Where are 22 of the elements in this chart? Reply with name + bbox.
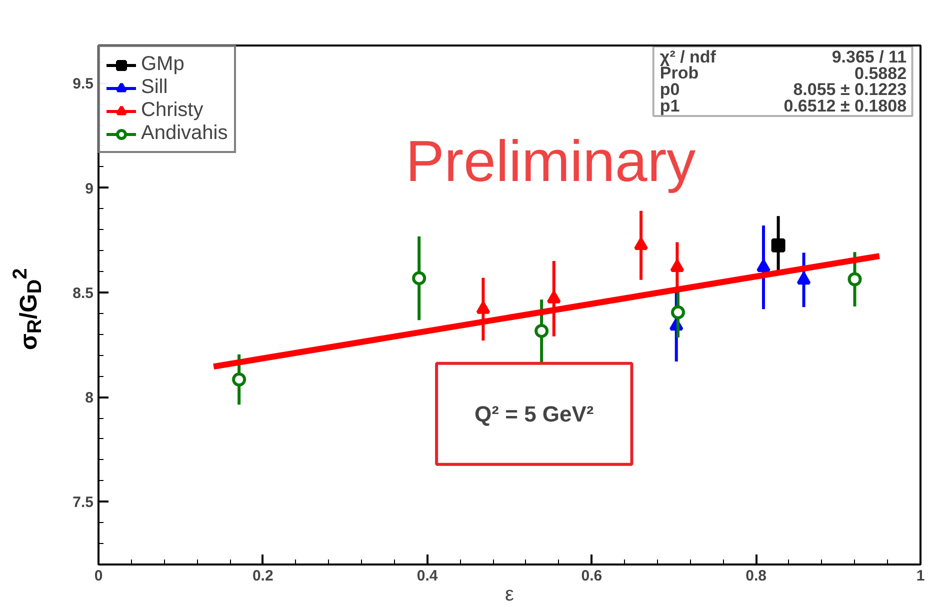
x-tick-label: 0.8 bbox=[746, 568, 767, 584]
y-tick-label: 8 bbox=[85, 390, 94, 407]
y-tick-label: 9.5 bbox=[72, 76, 94, 93]
annotation: 9.365 / 11 bbox=[832, 47, 907, 66]
annotation: Preliminary bbox=[406, 129, 696, 194]
x-tick-label: 0.4 bbox=[416, 568, 438, 584]
legend-label: Andivahis bbox=[141, 122, 228, 145]
legend-label: Sill bbox=[141, 76, 168, 99]
annotation: p0 bbox=[660, 80, 680, 99]
legend-label: GMp bbox=[141, 53, 184, 76]
x-tick-label: 0.2 bbox=[252, 568, 274, 584]
y-tick-label: 7.5 bbox=[72, 494, 94, 512]
annotation: Q² = 5 GeV² bbox=[474, 401, 594, 426]
x-tick-label: 1 bbox=[916, 568, 925, 584]
y-tick-label: 9 bbox=[85, 180, 94, 198]
annotation: 0.6512 ± 0.1808 bbox=[784, 96, 907, 116]
legend-label: Christy bbox=[141, 99, 204, 122]
annotation: χ² / ndf bbox=[660, 47, 716, 66]
y-tick-label: 8.5 bbox=[72, 284, 94, 302]
x-tick-label: 0.6 bbox=[581, 568, 602, 584]
x-tick-label: 0 bbox=[94, 568, 103, 584]
x-axis-title: ε bbox=[505, 584, 514, 606]
